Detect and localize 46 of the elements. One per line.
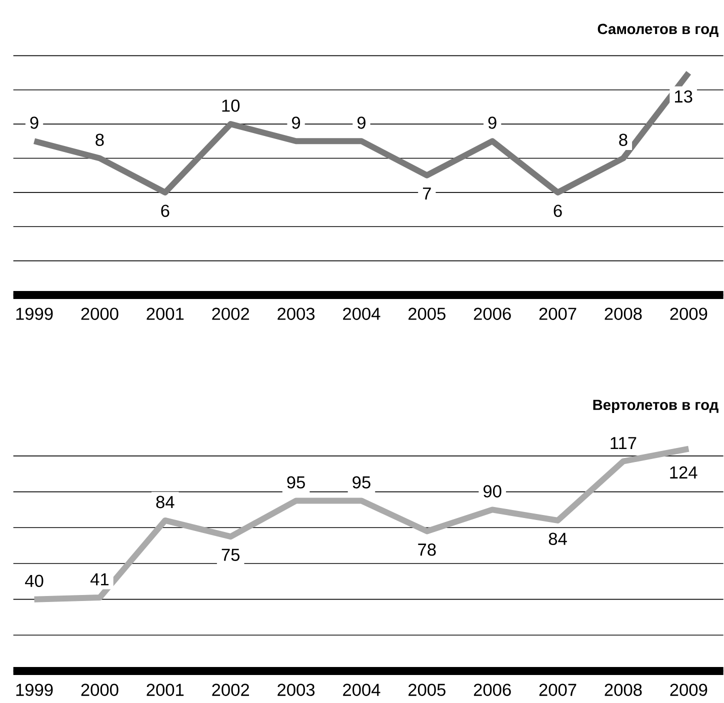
data-label: 84 [156,496,174,508]
x-tick-label: 2009 [670,684,708,696]
x-tick-label: 2009 [670,308,708,320]
data-label: 75 [222,548,240,561]
data-label: 13 [675,90,692,103]
data-label: 6 [161,204,170,217]
x-tick-label: 2002 [212,684,249,696]
data-label: 9 [292,116,300,129]
x-tick-label: 2006 [474,684,511,696]
data-label: 9 [488,116,496,129]
chart-title: Самолетов в год [598,24,718,37]
data-label: 10 [222,100,240,112]
data-label: 8 [96,134,104,146]
data-label: 9 [30,116,38,129]
data-label: 95 [352,476,370,488]
x-tick-label: 1999 [16,684,53,696]
x-tick-label: 2007 [539,308,576,320]
data-label: 8 [619,134,628,146]
data-label: 6 [554,204,562,217]
data-label: 84 [548,532,567,545]
x-tick-label: 2005 [408,684,446,696]
x-tick-label: 1999 [16,308,53,320]
data-label: 95 [287,476,305,488]
x-tick-label: 2005 [408,308,446,320]
data-label: 124 [670,466,698,478]
x-tick-label: 2003 [278,308,315,320]
x-tick-label: 2004 [343,684,380,696]
data-label: 40 [25,574,44,588]
data-label: 78 [418,543,436,556]
x-tick-label: 2001 [146,684,184,696]
x-tick-label: 2000 [81,308,118,320]
data-label: 7 [422,188,431,200]
x-tick-label: 2007 [539,684,576,696]
chart-title: Вертолетов в год [593,400,718,413]
data-label: 90 [484,485,502,498]
x-tick-label: 2003 [278,684,315,696]
x-tick-label: 2000 [81,684,118,696]
x-tick-label: 2004 [343,308,380,320]
x-tick-label: 2008 [604,684,642,696]
data-label: 41 [90,573,109,586]
data-label: 9 [357,116,366,129]
data-label: 117 [610,437,636,450]
x-tick-label: 2008 [604,308,642,320]
x-tick-label: 2006 [474,308,511,320]
x-tick-label: 2002 [212,308,249,320]
x-tick-label: 2001 [146,308,184,320]
